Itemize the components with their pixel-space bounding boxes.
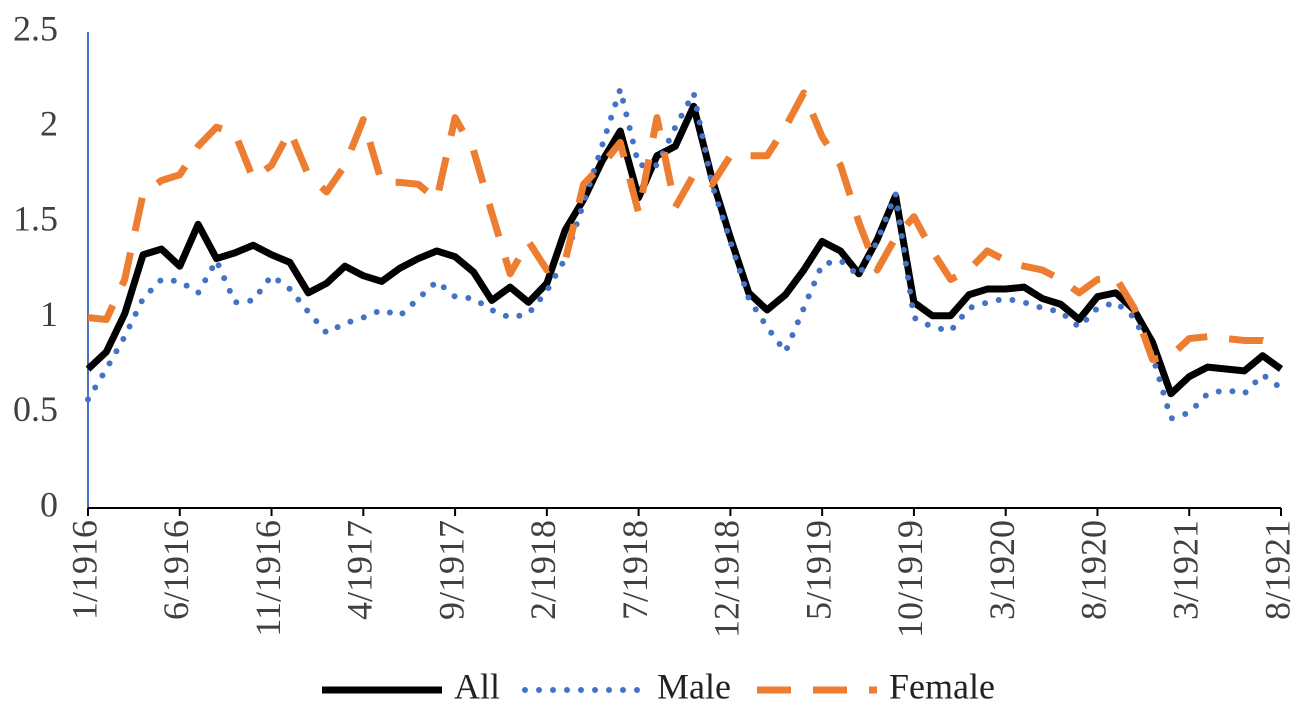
series-line <box>87 89 1283 363</box>
y-tick-label: 1.5 <box>13 199 58 239</box>
x-tick-label: 8/1920 <box>1074 520 1114 620</box>
x-tick-label: 4/1917 <box>340 520 380 620</box>
series-line <box>85 102 1284 398</box>
x-tick-label: 3/1921 <box>1165 520 1205 620</box>
x-tick-label: 7/1918 <box>615 520 655 620</box>
x-tick-label: 1/1916 <box>64 520 104 620</box>
x-tick-label: 9/1917 <box>431 520 471 620</box>
y-tick-label: 2 <box>40 103 58 143</box>
x-tick-label: 12/1918 <box>707 520 747 638</box>
x-tick-label: 2/1918 <box>523 520 563 620</box>
y-tick-label: 0.5 <box>13 389 58 429</box>
y-tick-label: 1 <box>40 294 58 334</box>
x-tick-label: 3/1920 <box>982 520 1022 620</box>
x-tick-label: 6/1916 <box>156 520 196 620</box>
legend-label: Female <box>889 666 995 706</box>
y-tick-label: 0 <box>40 484 58 524</box>
x-tick-label: 8/1921 <box>1257 520 1297 620</box>
legend-label: All <box>454 666 500 706</box>
x-tick-label: 5/1919 <box>798 520 838 620</box>
x-tick-label: 11/1916 <box>248 520 288 637</box>
x-tick-label: 10/1919 <box>890 520 930 638</box>
legend-label: Male <box>657 666 731 706</box>
y-tick-label: 2.5 <box>13 8 58 48</box>
